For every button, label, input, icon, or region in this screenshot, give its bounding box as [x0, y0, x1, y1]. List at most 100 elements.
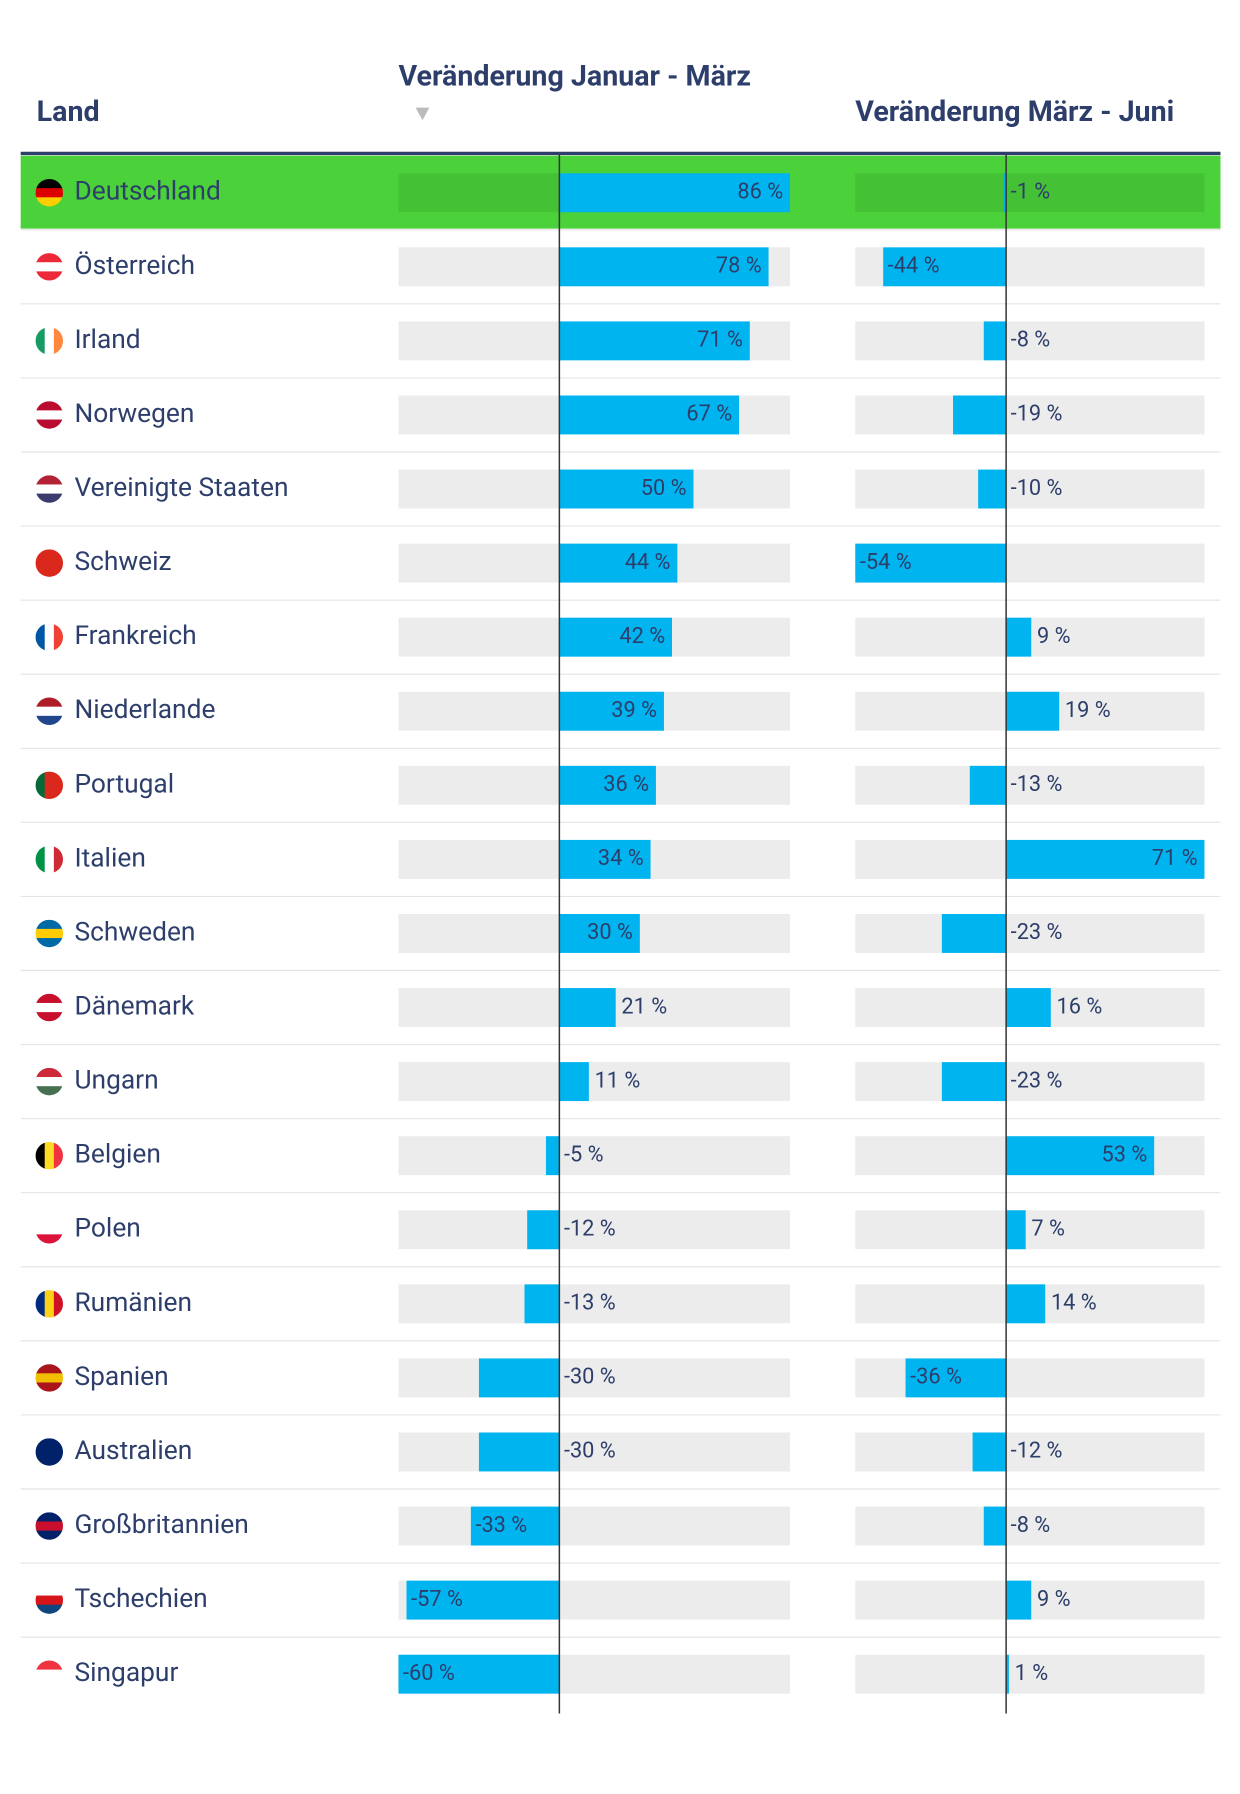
flag	[35, 845, 64, 874]
country-name[interactable]: Portugal	[74, 769, 174, 799]
value-label: 71 %	[1152, 846, 1198, 871]
bar	[1006, 1210, 1026, 1250]
flag-stripe	[35, 1364, 64, 1374]
flag-stripe	[35, 1002, 64, 1013]
value-label: -8 %	[1011, 328, 1051, 353]
value-label: -30 %	[564, 1439, 616, 1464]
country-name[interactable]: Dänemark	[74, 991, 194, 1021]
value-label: -60 %	[403, 1661, 455, 1686]
flag-stripe	[35, 1604, 64, 1614]
flag-stripe	[35, 271, 64, 281]
flag-stripe	[35, 253, 64, 263]
bar	[1006, 988, 1051, 1027]
flag-stripe	[35, 1438, 64, 1448]
flag	[35, 1438, 64, 1466]
flag	[35, 993, 64, 1022]
country-name[interactable]: Großbritannien	[74, 1510, 248, 1540]
flag-stripe	[35, 928, 64, 939]
value-label: 21 %	[621, 994, 667, 1019]
country-name[interactable]: Vereinigte Staaten	[74, 473, 288, 503]
country-name[interactable]: Deutschland	[74, 177, 220, 207]
flag-stripe	[35, 1530, 64, 1540]
flag-stripe	[35, 558, 64, 569]
flag-stripe	[35, 1669, 64, 1680]
flag	[35, 253, 64, 281]
bar	[905, 1358, 1007, 1398]
flag	[35, 697, 64, 725]
country-name[interactable]: Australien	[74, 1436, 192, 1466]
value-label: -44 %	[888, 254, 940, 279]
value-label: 14 %	[1051, 1291, 1097, 1316]
bar	[559, 691, 664, 731]
flag	[35, 1660, 64, 1688]
country-name[interactable]: Tschechien	[74, 1584, 207, 1614]
country-name[interactable]: Italien	[74, 843, 145, 873]
country-name[interactable]: Frankreich	[74, 621, 196, 651]
flag	[35, 919, 64, 948]
value-label: 50 %	[641, 476, 687, 501]
bar	[559, 765, 656, 805]
bar-track	[855, 1432, 1205, 1472]
bar	[1006, 1654, 1009, 1694]
bar	[478, 1432, 560, 1472]
header-change-2[interactable]: Veränderung März - Juni	[855, 94, 1174, 128]
bar-track	[398, 1210, 791, 1250]
sort-indicator[interactable]	[415, 107, 430, 121]
country-name[interactable]: Schweden	[74, 917, 195, 947]
flag	[35, 327, 64, 355]
flag-stripe	[35, 715, 64, 725]
country-name[interactable]: Singapur	[74, 1658, 178, 1688]
bar	[969, 765, 1007, 805]
value-label: -1 %	[1011, 179, 1051, 204]
bar	[527, 1210, 560, 1250]
header-change-1[interactable]: Veränderung Januar - März	[398, 58, 750, 92]
bar	[941, 1062, 1007, 1102]
country-name[interactable]: Spanien	[74, 1362, 168, 1392]
country-name[interactable]: Belgien	[74, 1140, 160, 1170]
country-name[interactable]: Polen	[74, 1214, 140, 1244]
value-label: -57 %	[411, 1587, 463, 1612]
value-label: -13 %	[1011, 772, 1063, 797]
value-label: -36 %	[910, 1365, 962, 1390]
country-name[interactable]: Irland	[74, 325, 140, 355]
flag	[35, 1216, 64, 1244]
flag	[35, 623, 64, 651]
bar-track	[398, 1432, 791, 1472]
country-name[interactable]: Österreich	[74, 251, 195, 281]
bar	[1006, 691, 1060, 731]
bar	[559, 173, 791, 213]
flag-stripe	[44, 1290, 55, 1318]
flag-stripe	[35, 401, 64, 411]
flag-stripe	[35, 1077, 64, 1087]
flag-stripe	[35, 1521, 64, 1532]
country-name[interactable]: Ungarn	[74, 1066, 158, 1096]
bar-track	[855, 914, 1205, 953]
flag-stripe	[35, 178, 64, 189]
flag-stripe	[35, 623, 46, 651]
value-label: 78 %	[716, 254, 762, 279]
flag-stripe	[44, 845, 55, 874]
bar-track	[855, 1062, 1205, 1102]
value-label: -19 %	[1011, 402, 1063, 427]
value-label: -12 %	[564, 1217, 616, 1242]
bar	[406, 1580, 560, 1620]
value-label: 16 %	[1057, 994, 1103, 1019]
bar	[953, 395, 1007, 435]
header-country[interactable]: Land	[37, 94, 100, 128]
value-label: 30 %	[587, 920, 633, 945]
flag-stripe	[35, 1290, 46, 1318]
value-label: 9 %	[1037, 624, 1071, 649]
value-label: 9 %	[1037, 1587, 1071, 1612]
value-label: 36 %	[603, 772, 649, 797]
bar	[1006, 839, 1205, 879]
flag-stripe	[53, 1290, 64, 1318]
country-name[interactable]: Norwegen	[74, 399, 194, 429]
value-label: 39 %	[611, 698, 657, 723]
country-name[interactable]: Niederlande	[74, 695, 215, 725]
country-name[interactable]: Schweiz	[74, 547, 171, 577]
flag-stripe	[35, 1678, 64, 1688]
flag-stripe	[35, 1595, 64, 1606]
country-name[interactable]: Rumänien	[74, 1288, 192, 1318]
value-label: -12 %	[1011, 1439, 1063, 1464]
